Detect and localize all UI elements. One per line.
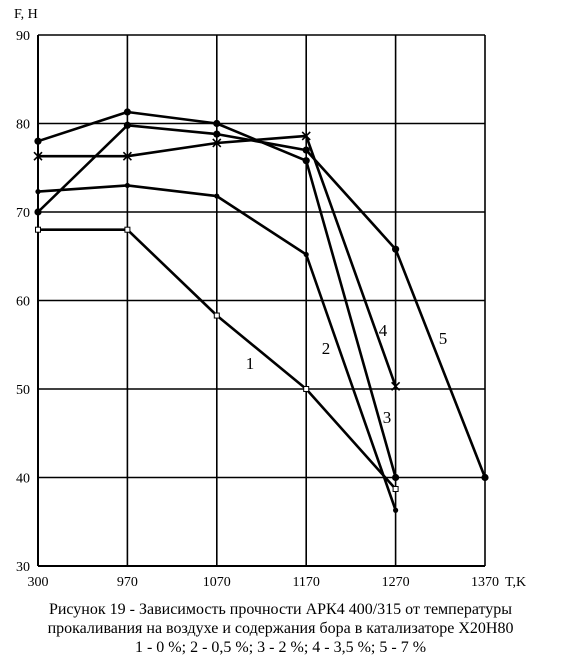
y-axis-title: F, H xyxy=(14,7,38,22)
data-point-series-3 xyxy=(123,108,131,116)
data-point-series-2 xyxy=(214,193,220,199)
x-axis-title: T,K xyxy=(505,575,526,590)
series-line-5 xyxy=(37,124,487,478)
figure-caption-title: Рисунок 19 - Зависимость прочности АРК4 … xyxy=(48,601,513,618)
y-tick-label: 90 xyxy=(16,29,30,44)
series-label-1: 1 xyxy=(246,354,255,373)
data-point-series-5 xyxy=(213,130,221,138)
series-markers xyxy=(33,108,489,513)
y-tick-label: 70 xyxy=(16,206,30,221)
data-point-series-1 xyxy=(392,486,399,493)
chart: 30 40 50 60 70 80 90 300 970 1070 1170 1270 1370 F, … xyxy=(14,7,526,590)
series-lines xyxy=(37,110,487,511)
series-label-4: 4 xyxy=(379,321,388,340)
series-label-5: 5 xyxy=(439,329,448,348)
data-point-series-2 xyxy=(393,507,399,513)
data-point-series-3 xyxy=(392,473,400,482)
grid xyxy=(38,34,486,566)
data-point-series-4 xyxy=(212,138,222,148)
x-tick-label: 1370 xyxy=(471,575,499,590)
data-point-series-5 xyxy=(34,208,42,216)
series-label-3: 3 xyxy=(383,408,392,427)
data-point-series-4 xyxy=(33,151,43,161)
data-point-series-4 xyxy=(301,131,311,141)
tick-labels: 30 40 50 60 70 80 90 300 970 1070 1170 1270 1370 xyxy=(16,29,499,590)
y-tick-label: 60 xyxy=(16,295,30,310)
data-point-series-2 xyxy=(124,182,130,189)
figure-caption-legend: 1 - 0 %; 2 - 0,5 %; 3 - 2 %; 4 - 3,5 %; … xyxy=(134,639,427,656)
figure-caption-subtitle: прокаливания на воздухе и содержания бор… xyxy=(47,620,514,637)
y-tick-label: 30 xyxy=(16,560,30,575)
data-point-series-3 xyxy=(302,157,310,165)
data-point-series-4 xyxy=(122,151,132,161)
x-tick-label: 1070 xyxy=(203,575,231,590)
y-tick-label: 50 xyxy=(16,383,30,398)
x-tick-label: 970 xyxy=(117,575,138,590)
data-point-series-1 xyxy=(213,312,220,319)
data-point-series-3 xyxy=(34,137,42,145)
x-tick-label: 1170 xyxy=(292,575,319,590)
data-point-series-4 xyxy=(391,381,401,391)
data-point-series-1 xyxy=(35,226,41,233)
series-number-labels: 1 2 3 4 5 xyxy=(246,321,448,427)
data-point-series-3 xyxy=(213,119,221,128)
data-point-series-5 xyxy=(302,146,310,154)
x-tick-label: 300 xyxy=(28,575,49,590)
data-point-series-5 xyxy=(123,121,131,129)
data-point-series-2 xyxy=(303,251,309,258)
data-point-series-1 xyxy=(124,226,131,233)
axes xyxy=(37,35,485,567)
data-point-series-2 xyxy=(35,189,41,195)
y-tick-label: 40 xyxy=(16,472,30,487)
series-label-2: 2 xyxy=(322,339,331,358)
x-tick-label: 1270 xyxy=(382,575,410,590)
y-tick-label: 80 xyxy=(16,118,30,133)
data-point-series-5 xyxy=(392,245,400,253)
data-point-series-1 xyxy=(303,386,310,392)
data-point-series-5 xyxy=(481,473,489,482)
